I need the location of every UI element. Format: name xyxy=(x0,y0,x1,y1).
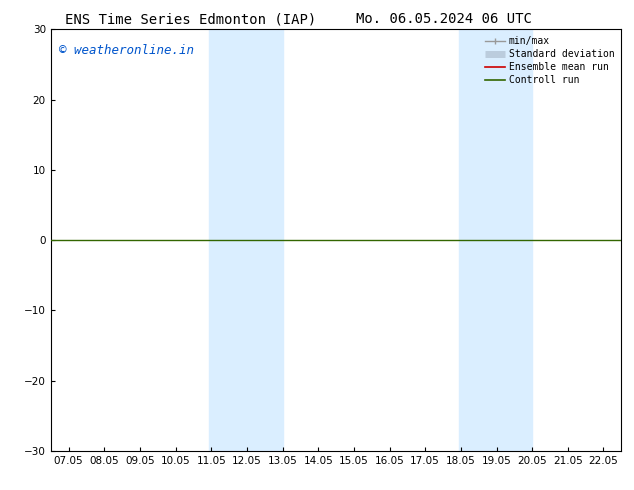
Bar xyxy=(459,29,532,451)
Bar xyxy=(209,29,283,451)
Text: Mo. 06.05.2024 06 UTC: Mo. 06.05.2024 06 UTC xyxy=(356,12,532,26)
Text: ENS Time Series Edmonton (IAP): ENS Time Series Edmonton (IAP) xyxy=(65,12,316,26)
Legend: min/max, Standard deviation, Ensemble mean run, Controll run: min/max, Standard deviation, Ensemble me… xyxy=(484,34,616,87)
Text: © weatheronline.in: © weatheronline.in xyxy=(59,44,194,57)
